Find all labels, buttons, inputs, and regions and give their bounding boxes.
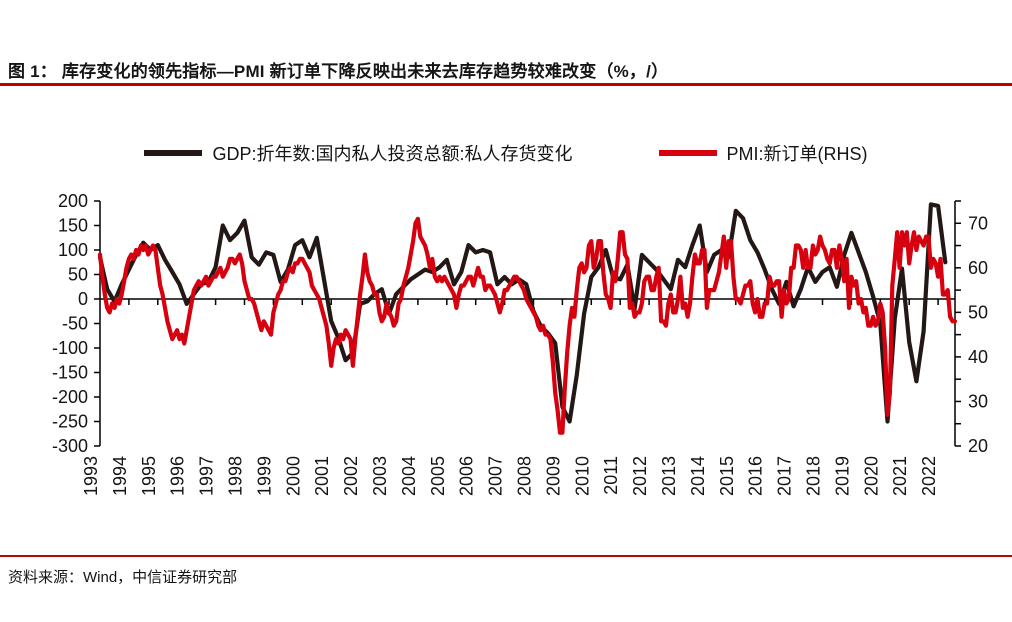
x-axis-year-label: 2007 [486,456,506,496]
pmi-line-swatch [658,150,717,156]
pmi-line [97,216,958,435]
gdp-legend-label: GDP:折年数:国内私人投资总额:私人存货变化 [212,144,573,164]
x-axis-year-label: 2004 [399,456,419,496]
title-underline-rule [0,83,1012,86]
x-axis-year-label: 1993 [81,456,101,496]
left-axis-tick-label: -250 [52,412,88,432]
x-axis-year-label: 2015 [717,456,737,496]
x-axis-year-label: 2012 [630,456,650,496]
x-axis-year-label: 2003 [370,456,390,496]
x-axis-year-label: 2019 [832,456,852,496]
x-axis-year-label: 2001 [312,456,332,496]
x-axis-year-label: 2011 [601,456,621,495]
x-axis-year-label: 1998 [226,456,246,496]
left-axis-tick-label: 0 [78,289,88,309]
right-axis-tick-label: 70 [968,213,988,233]
dual-axis-line-chart: 200 150 100 50 0 -50 -100 -150 -200 -250 -300 70 60 5… [52,191,988,496]
chart-legend: GDP:折年数:国内私人投资总额:私人存货变化 PMI:新订单(RHS) [0,140,1012,166]
x-axis-year-label: 2002 [341,456,361,496]
left-axis-tick-label: 100 [58,240,88,260]
left-axis-tick-label: 150 [58,216,88,236]
left-axis-tick-label: -50 [62,314,88,334]
x-axis-year-label: 2017 [775,456,795,496]
right-axis-tick-label: 50 [968,302,988,322]
pmi-legend-label: PMI:新订单(RHS) [726,144,868,164]
x-axis-year-label: 2005 [428,456,448,496]
figure-title: 图 1： 库存变化的领先指标—PMI 新订单下降反映出未来去库存趋势较难改变（%… [8,62,669,81]
x-axis-year-label: 1999 [254,456,274,496]
x-axis-year-label: 2008 [515,456,535,496]
x-axis-year-label: 1997 [197,456,217,496]
x-axis-year-label: 1995 [139,456,159,496]
right-axis-tick-label: 20 [968,436,988,456]
left-axis-tick-label: 50 [68,265,88,285]
x-axis-year-label: 2020 [861,456,881,496]
x-axis-year-label: 2006 [457,456,477,496]
left-axis-tick-label: -300 [52,436,88,456]
right-axis-tick-label: 60 [968,258,988,278]
x-axis-year-label: 2000 [283,456,303,496]
gdp-line [97,202,948,424]
footer-rule [0,555,1012,557]
left-axis-tick-label: 200 [58,191,88,211]
x-axis-year-label: 2022 [919,456,939,496]
left-axis-tick-label: -200 [52,387,88,407]
x-axis-year-label: 1994 [110,456,130,496]
left-axis-tick-label: -100 [52,338,88,358]
x-axis-year-label: 2021 [890,456,910,496]
x-axis-year-label: 2018 [804,456,824,496]
left-axis-tick-label: -150 [52,363,88,383]
x-axis-year-label: 2014 [688,456,708,496]
x-axis-year-label: 2009 [543,456,563,496]
x-axis-year-label: 2010 [572,456,592,496]
x-axis-year-label: 1996 [168,456,188,496]
source-text: 资料来源：Wind，中信证券研究部 [8,569,238,586]
right-axis-tick-label: 40 [968,347,988,367]
legend-entry-pmi: PMI:新订单(RHS) [658,140,868,166]
x-axis-year-label: 2016 [746,456,766,496]
x-axis-year-label: 2013 [659,456,679,496]
legend-entry-gdp: GDP:折年数:国内私人投资总额:私人存货变化 [144,140,573,166]
gdp-line-swatch [144,150,203,156]
right-axis-tick-label: 30 [968,391,988,411]
